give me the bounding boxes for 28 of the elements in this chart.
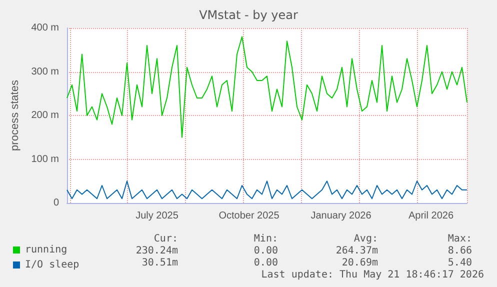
y-tick-label: 400 m [31, 22, 59, 34]
x-tick-label: July 2025 [136, 210, 179, 222]
text: 8.66 [448, 246, 472, 256]
text: 5.40 [448, 258, 472, 268]
chart-title: VMstat - by year [199, 8, 298, 22]
x-tick-label: January 2026 [310, 210, 372, 222]
text: Min: [254, 234, 278, 244]
y-tick-label: 200 m [31, 110, 59, 121]
y-tick-label: 100 m [31, 154, 59, 165]
legend-label: I/O sleep [25, 260, 80, 270]
text: 30.51m [142, 258, 178, 268]
legend-label: running [25, 244, 68, 256]
x-tick-label: April 2026 [408, 210, 454, 222]
text: Avg: [354, 234, 378, 244]
y-tick-label: 300 m [31, 66, 59, 78]
text: Max: [448, 234, 472, 244]
line-series [66, 36, 468, 138]
text: Cur: [154, 234, 178, 244]
y-tick-label: 0 [53, 198, 60, 208]
text: 264.37m [336, 246, 378, 256]
text: 20.69m [342, 258, 378, 268]
text: 0.00 [254, 246, 278, 256]
text: 0.00 [254, 258, 278, 268]
x-tick-label: October 2025 [218, 210, 280, 222]
text: Last update: Thu May 21 18:46:17 2026 [261, 270, 484, 280]
line-series [66, 180, 468, 200]
text: 230.24m [136, 246, 178, 256]
y-axis-title: process states [8, 80, 21, 151]
